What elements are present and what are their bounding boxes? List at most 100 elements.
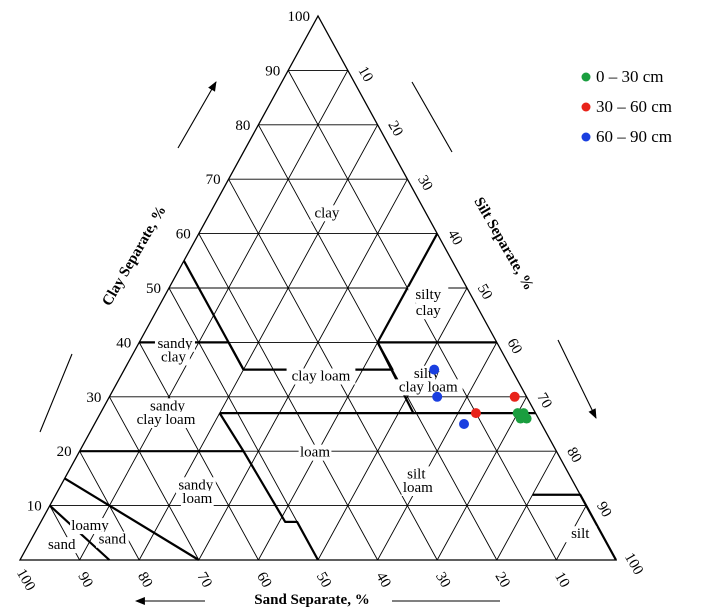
legend-marker bbox=[581, 102, 591, 112]
silt-axis-arrow bbox=[557, 339, 597, 419]
class-label-sandy-clay: clay bbox=[161, 349, 186, 365]
class-label-silt: silt bbox=[571, 526, 590, 542]
class-boundary-8 bbox=[64, 477, 200, 561]
clay-tick-label: 70 bbox=[206, 172, 221, 188]
class-label-sand: sand bbox=[48, 537, 76, 553]
sand-tick-label: 80 bbox=[134, 570, 155, 591]
legend-label: 60 – 90 cm bbox=[596, 127, 672, 146]
class-label-silty-clay-loam: clay loam bbox=[399, 379, 458, 395]
grid-line-silt-70 bbox=[436, 396, 527, 561]
class-label-bg bbox=[401, 480, 435, 496]
grid-line-silt-60 bbox=[377, 342, 498, 561]
point-series-2 bbox=[470, 408, 481, 419]
class-boundaries bbox=[49, 233, 617, 561]
legend-label: 0 – 30 cm bbox=[596, 67, 664, 86]
class-boundary-10 bbox=[532, 493, 617, 561]
grid-line-sand-70 bbox=[109, 396, 200, 561]
class-label-bg bbox=[147, 398, 188, 415]
sand-tick-label: 40 bbox=[372, 570, 393, 591]
silt-tick-label: 50 bbox=[474, 282, 495, 303]
class-label-bg bbox=[399, 466, 433, 483]
legend: 0 – 30 cm 30 – 60 cm 60 – 90 cm bbox=[581, 67, 672, 146]
class-label-bg bbox=[286, 368, 356, 385]
point-series-3 bbox=[459, 419, 470, 429]
class-label-bg bbox=[157, 349, 190, 366]
class-boundary-11 bbox=[242, 450, 298, 524]
point-series-1 bbox=[515, 413, 526, 424]
silt-tick-label: 40 bbox=[444, 227, 465, 248]
grid-line-sand-50 bbox=[168, 287, 319, 561]
clay-tick-label: 90 bbox=[265, 63, 280, 79]
class-label-sandy-loam: sandy bbox=[178, 477, 213, 493]
clay-axis-arrow bbox=[177, 81, 217, 149]
legend-label: 30 – 60 cm bbox=[596, 97, 672, 116]
class-label-bg bbox=[563, 526, 597, 543]
silt-axis-label: Silt Separate, % bbox=[470, 195, 536, 294]
sand-tick-label: 60 bbox=[253, 570, 274, 591]
class-label-bg bbox=[131, 412, 201, 428]
grid-line-silt-80 bbox=[496, 450, 557, 561]
class-label-silty-clay: clay bbox=[416, 303, 441, 319]
class-label-bg bbox=[298, 444, 332, 461]
silt-tick-label: 90 bbox=[593, 499, 614, 520]
sample-points bbox=[429, 364, 532, 429]
clay-tick-label: 50 bbox=[146, 281, 161, 297]
class-label-bg bbox=[393, 379, 463, 396]
class-label-sandy-clay-loam: sandy bbox=[150, 398, 185, 414]
class-label-clay-loam: clay loam bbox=[292, 368, 351, 384]
sand-tick-label: 10 bbox=[551, 570, 572, 591]
sand-tick-label: 30 bbox=[432, 570, 453, 591]
class-label-sandy-clay: sandy bbox=[157, 336, 192, 352]
silt-tick-label: 100 bbox=[621, 550, 646, 577]
class-boundary-7 bbox=[285, 520, 319, 561]
point-series-3 bbox=[429, 364, 440, 375]
silt-tick-label: 80 bbox=[563, 445, 584, 466]
sand-tick-label: 100 bbox=[13, 566, 38, 593]
class-label-loam: loam bbox=[300, 445, 330, 461]
silt-tick-label: 10 bbox=[355, 64, 376, 85]
legend-marker bbox=[581, 72, 591, 82]
class-label-sandy-loam: loam bbox=[182, 491, 212, 507]
class-label-silt-loam: loam bbox=[403, 480, 433, 496]
class-label-sandy-clay-loam: clay loam bbox=[137, 412, 196, 428]
class-boundary-3 bbox=[376, 233, 439, 343]
sand-tick-label: 50 bbox=[313, 570, 334, 591]
class-label-bg bbox=[45, 537, 79, 554]
clay-tick-label: 100 bbox=[288, 9, 311, 25]
silt-tick-label: 70 bbox=[533, 390, 554, 411]
class-label-loamy-sand: sand bbox=[99, 532, 127, 548]
clay-tick-label: 30 bbox=[86, 390, 101, 406]
class-label-loamy-sand: loamy bbox=[71, 518, 109, 534]
class-label-bg bbox=[95, 531, 129, 548]
class-label-bg bbox=[310, 205, 344, 222]
sand-tick-label: 70 bbox=[194, 570, 215, 591]
silt-axis-rule bbox=[411, 81, 453, 153]
class-label-bg bbox=[175, 477, 216, 494]
class-label-clay: clay bbox=[314, 205, 339, 221]
class-label-bg bbox=[154, 335, 195, 352]
class-label-silt-loam: silt bbox=[407, 466, 426, 482]
clay-tick-label: 60 bbox=[176, 227, 191, 243]
class-boundary-2 bbox=[182, 260, 245, 371]
point-series-3 bbox=[432, 391, 443, 402]
grid-line-silt-50 bbox=[317, 287, 468, 561]
clay-tick-label: 10 bbox=[27, 499, 42, 515]
clay-tick-label: 40 bbox=[116, 335, 131, 351]
silt-tick-label: 60 bbox=[504, 336, 525, 357]
clay-tick-label: 20 bbox=[57, 444, 72, 460]
point-series-2 bbox=[509, 391, 520, 402]
class-label-silty-clay: silty bbox=[415, 287, 441, 303]
sand-tick-label: 90 bbox=[74, 570, 95, 591]
sand-tick-label: 20 bbox=[492, 570, 513, 591]
clay-tick-label: 80 bbox=[235, 118, 250, 134]
clay-axis-rule bbox=[39, 353, 73, 433]
sand-axis-label: Sand Separate, % bbox=[254, 592, 369, 608]
class-label-bg bbox=[408, 286, 449, 303]
class-label-bg bbox=[411, 303, 445, 320]
class-label-bg bbox=[70, 518, 111, 535]
legend-marker bbox=[581, 132, 591, 142]
class-label-bg bbox=[180, 490, 214, 507]
silt-tick-label: 20 bbox=[384, 118, 405, 139]
